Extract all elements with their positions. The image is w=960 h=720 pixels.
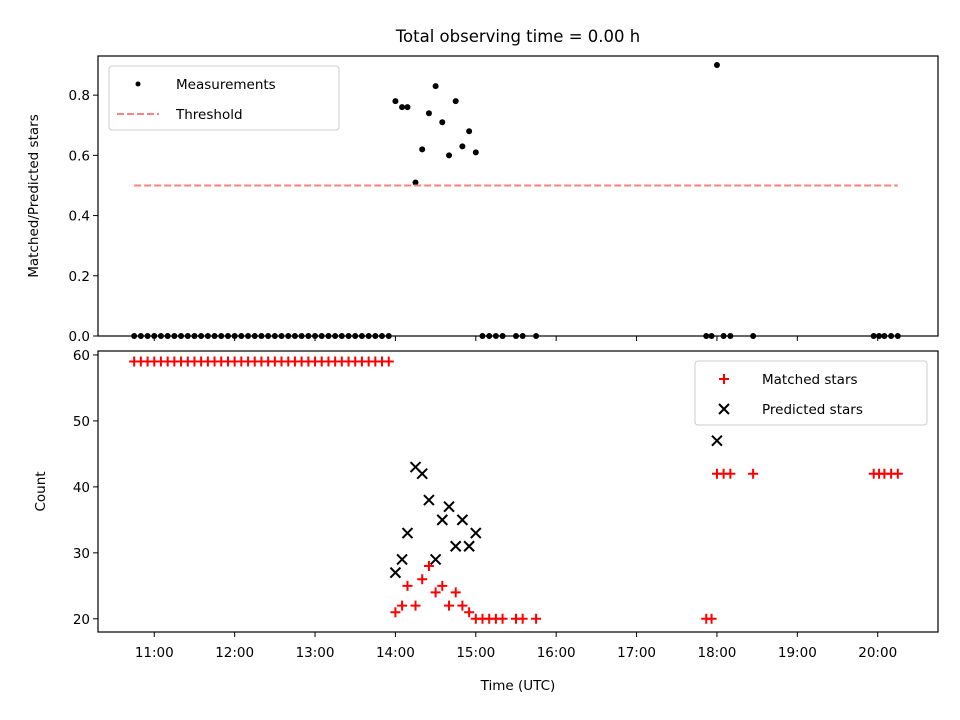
data-point [466,128,473,135]
data-point [423,561,434,572]
data-point [401,527,414,539]
data-point [452,98,459,105]
legend-label: Predicted stars [762,402,863,418]
data-point [892,468,903,479]
data-point [392,98,399,105]
data-point [412,179,419,186]
legend-marker [135,81,141,87]
x-tick-label: 16:00 [537,645,576,661]
x-tick-label: 20:00 [858,645,897,661]
top-panel: 0.0 0.2 0.4 0.6 0.8 Matched/Predicted stars Me… [26,55,939,345]
data-point [459,143,466,150]
data-point [706,613,717,624]
x-tick-label: 18:00 [697,645,736,661]
data-point [531,613,542,624]
y-tick-label: 50 [73,414,90,430]
data-point [444,600,455,611]
data-point [432,83,439,90]
data-point [402,580,413,591]
y-tick-label: 0.8 [69,88,90,104]
data-point [439,119,446,126]
data-point [711,435,723,447]
data-point [449,540,462,552]
y-ticks: 0.0 0.2 0.4 0.6 0.8 [69,88,98,345]
figure-title: Total observing time = 0.00 h [395,27,640,46]
legend-label: Matched stars [762,372,858,388]
data-point [457,600,468,611]
x-ticks: 11:00 12:00 13:00 14:00 15:00 16:00 17:00 18:00… [135,632,897,661]
y-tick-label: 40 [73,480,90,496]
data-point [389,566,402,579]
x-tick-label: 14:00 [376,645,415,661]
x-tick-label: 13:00 [296,645,335,661]
data-point [464,607,475,618]
y-axis-label: Matched/Predicted stars [26,114,42,277]
data-point [417,574,428,585]
y-tick-label: 30 [73,546,90,562]
data-point [423,494,435,506]
bottom-panel: 20 30 40 50 60 11:00 12:00 13:00 14:00 15:00 16:00… [33,348,939,661]
legend-box [108,65,340,131]
data-point [725,468,736,479]
data-point [713,62,720,69]
y-tick-label: 0.6 [69,148,90,164]
plot-area [129,356,903,624]
x-tick-label: 17:00 [617,645,656,661]
data-point [472,149,479,156]
data-point [425,110,432,117]
axes-frame [97,55,939,337]
y-ticks: 20 30 40 50 60 [73,348,98,628]
x-tick-label: 19:00 [778,645,817,661]
data-point [397,600,408,611]
data-point [450,587,461,598]
data-point [456,514,469,526]
axes-frame [97,350,939,633]
legend-item: Matched stars [719,372,858,388]
data-point [436,514,448,526]
data-point [497,613,508,624]
legend-marker [719,374,729,384]
data-point [463,540,475,552]
x-ticks [153,336,879,341]
data-point [429,553,442,566]
data-point [443,500,455,513]
legend-label: Measurements [176,77,276,93]
legend-item: Threshold [117,107,243,123]
y-tick-label: 0.2 [69,269,90,285]
y-tick-label: 60 [73,348,90,364]
data-point [437,580,448,591]
legend-box [694,360,928,426]
data-point [517,613,528,624]
y-tick-label: 0.4 [69,209,90,225]
data-point [396,553,408,566]
data-point [399,104,406,111]
data-point [410,600,421,611]
legend-marker [718,403,730,415]
legend-item: Predicted stars [718,402,863,418]
data-point [748,468,759,479]
x-tick-label: 15:00 [456,645,495,661]
x-tick-label: 11:00 [135,645,174,661]
legend-item: Measurements [135,77,276,93]
data-point [416,467,428,480]
series-matched-stars [129,356,903,624]
data-point [446,152,453,159]
legend: Measurements Threshold [108,65,340,131]
y-axis-label: Count [33,471,49,511]
data-point [430,587,441,598]
data-point [404,104,411,111]
data-point [470,527,482,539]
legend: Matched stars Predicted stars [694,360,928,426]
series-predicted-stars [389,435,723,579]
legend-label: Threshold [175,107,243,123]
y-tick-label: 0.0 [69,329,90,345]
y-tick-label: 20 [73,612,90,628]
x-tick-label: 12:00 [215,645,254,661]
data-point [383,356,394,367]
x-axis-label: Time (UTC) [480,678,556,694]
data-point [390,607,401,618]
data-point [419,146,426,153]
